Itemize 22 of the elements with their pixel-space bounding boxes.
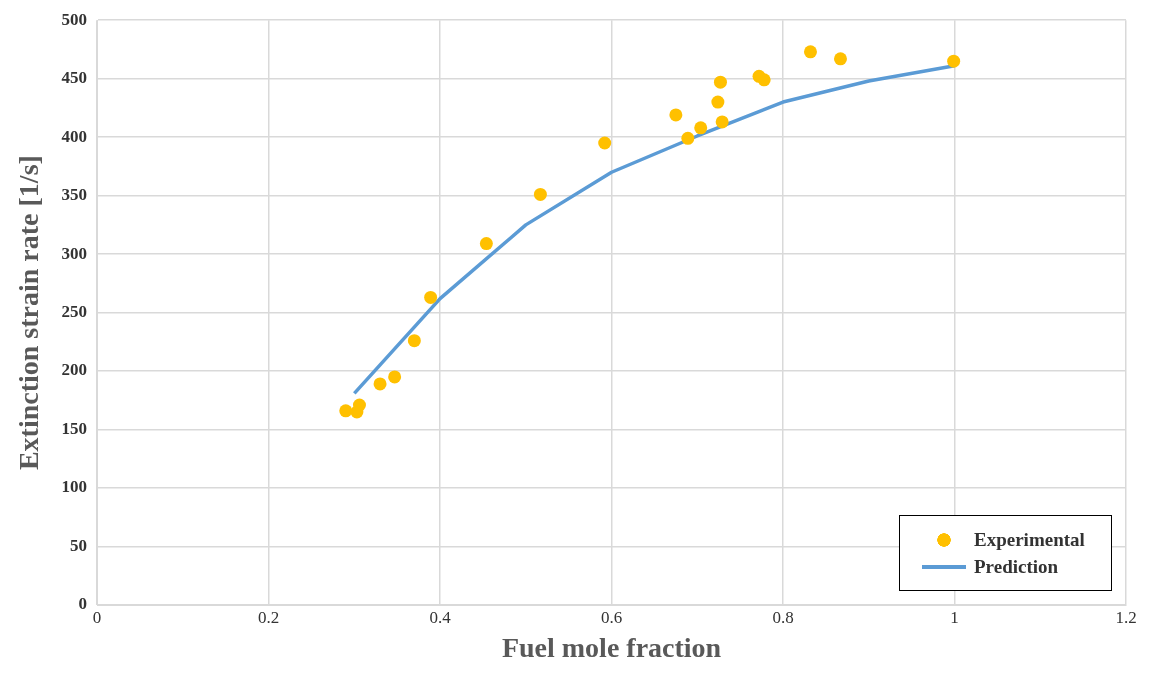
y-axis-title: Extinction strain rate [1/s]: [13, 155, 45, 471]
x-tick-label: 1: [950, 607, 959, 627]
y-tick-label: 250: [61, 301, 88, 321]
y-tick-label: 0: [78, 594, 88, 614]
y-tick-label: 300: [61, 243, 88, 263]
x-tick-label: 1.2: [1115, 607, 1137, 627]
x-tick-label: 0: [92, 607, 102, 627]
y-tick-label: 350: [61, 185, 88, 205]
y-tick-label: 500: [61, 9, 88, 29]
y-tick-label: 200: [61, 360, 88, 380]
legend-label: Experimental: [974, 528, 1085, 551]
y-tick-label: 400: [61, 126, 88, 146]
y-tick-label: 50: [70, 535, 88, 555]
y-tick-label: 450: [61, 68, 88, 88]
legend-label: Prediction: [974, 555, 1059, 578]
x-tick-label: 0.4: [429, 607, 452, 627]
x-tick-label: 0.6: [600, 607, 623, 627]
x-axis-title: Fuel mole fraction: [501, 632, 722, 664]
x-tick-label: 0.8: [772, 607, 794, 627]
y-tick-label: 150: [61, 418, 88, 438]
x-tick-label: 0.2: [257, 607, 280, 627]
y-tick-label: 100: [61, 477, 88, 497]
